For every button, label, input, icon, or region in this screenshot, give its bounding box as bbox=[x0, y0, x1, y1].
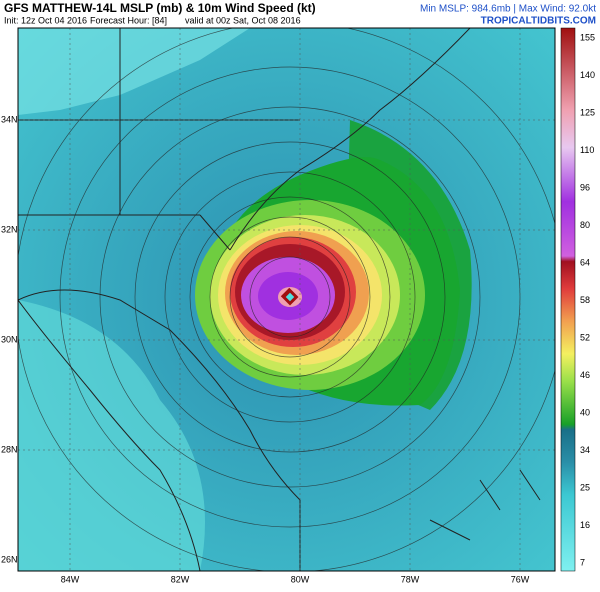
colorbar-label: 52 bbox=[580, 332, 590, 342]
lon-label: 82W bbox=[171, 574, 190, 584]
colorbar-label: 46 bbox=[580, 370, 590, 380]
lat-label: 34N bbox=[1, 114, 18, 124]
lon-label: 78W bbox=[401, 574, 420, 584]
forecast-hour: Forecast Hour: [84] bbox=[90, 15, 167, 25]
colorbar bbox=[560, 27, 576, 572]
stats: Min MSLP: 984.6mb | Max Wind: 92.0kt bbox=[420, 4, 596, 15]
colorbar-label: 140 bbox=[580, 70, 595, 80]
colorbar-label: 155 bbox=[580, 32, 595, 42]
title: GFS MATTHEW-14L MSLP (mb) & 10m Wind Spe… bbox=[4, 1, 316, 15]
map-frame bbox=[17, 27, 556, 572]
map-field bbox=[18, 28, 555, 571]
lon-label: 84W bbox=[61, 574, 80, 584]
colorbar-label: 7 bbox=[580, 557, 585, 567]
colorbar-label: 58 bbox=[580, 295, 590, 305]
lon-label: 76W bbox=[511, 574, 530, 584]
valid-time: valid at 00z Sat, Oct 08 2016 bbox=[185, 15, 301, 25]
colorbar-label: 125 bbox=[580, 107, 595, 117]
lat-label: 26N bbox=[1, 554, 18, 564]
init: Init: 12z Oct 04 2016 bbox=[4, 15, 87, 25]
colorbar-label: 64 bbox=[580, 257, 590, 267]
colorbar-label: 16 bbox=[580, 520, 590, 530]
site: TROPICALTIDBITS.COM bbox=[481, 16, 596, 27]
lat-label: 28N bbox=[1, 444, 18, 454]
lat-label: 30N bbox=[1, 334, 18, 344]
colorbar-label: 34 bbox=[580, 445, 590, 455]
colorbar-label: 110 bbox=[580, 145, 594, 155]
colorbar-label: 96 bbox=[580, 182, 590, 192]
colorbar-label: 25 bbox=[580, 482, 590, 492]
colorbar-label: 80 bbox=[580, 220, 590, 230]
lat-label: 32N bbox=[1, 224, 18, 234]
lon-label: 80W bbox=[291, 574, 310, 584]
colorbar-label: 40 bbox=[580, 407, 590, 417]
